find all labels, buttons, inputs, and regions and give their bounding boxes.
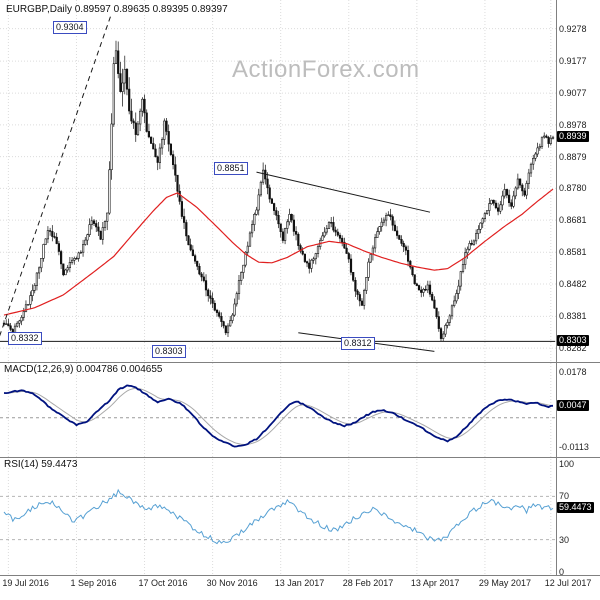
date-axis-label: 13 Apr 2017 — [410, 578, 460, 588]
price-axis-label: 0.9278 — [559, 23, 587, 34]
rsi-line — [3, 488, 554, 545]
price-axis-label: 0.8978 — [559, 119, 587, 130]
price-level-annotation: 0.8303 — [152, 345, 186, 358]
macd-signal-line — [3, 387, 554, 446]
price-level-annotation: 0.9304 — [53, 21, 87, 34]
price-axis-label: 0.8482 — [559, 279, 587, 289]
trend-line — [0, 13, 113, 337]
macd-axis-label: -0.0113 — [559, 441, 589, 452]
price-axis-label: 0.8581 — [559, 247, 587, 258]
price-level-annotation: 0.8312 — [341, 337, 375, 350]
rsi-axis-label: 70 — [559, 491, 570, 502]
date-axis-label: 13 Jan 2017 — [274, 578, 325, 588]
price-level-annotation: 0.8851 — [214, 162, 248, 175]
candlesticks — [2, 40, 555, 342]
date-axis-label: 30 Nov 2016 — [206, 578, 258, 588]
moving-average-line — [3, 188, 554, 316]
date-axis-label: 12 Jul 2017 — [544, 578, 592, 588]
rsi-current-label: 59.4473 — [557, 501, 594, 513]
price-level-annotation: 0.8332 — [8, 332, 42, 345]
support-price-label: 0.8303 — [557, 335, 589, 347]
trend-line — [256, 171, 431, 213]
macd-current-label: 0.0047 — [557, 399, 589, 411]
rsi-axis-label: 30 — [559, 534, 570, 545]
price-axis-label: 0.8381 — [559, 311, 587, 322]
price-axis-label: 0.9077 — [559, 88, 587, 99]
macd-panel-title: MACD(12,26,9) 0.004786 0.004655 — [4, 364, 163, 375]
price-axis-label: 0.8879 — [559, 151, 587, 162]
macd-line — [3, 384, 554, 448]
price-axis-label: 0.8282 — [559, 343, 587, 354]
rsi-panel-title: RSI(14) 59.4473 — [4, 459, 78, 470]
date-axis-label: 19 Jul 2016 — [2, 578, 49, 588]
price-axis-label: 0.8780 — [559, 183, 587, 194]
macd-axis-label: 0.0178 — [559, 366, 587, 377]
price-axis-label: 0.9177 — [559, 56, 587, 67]
date-axis-label: 17 Oct 2016 — [138, 578, 188, 588]
rsi-axis-label: 0 — [559, 567, 565, 577]
current-price-label: 0.8939 — [557, 131, 589, 143]
date-axis-label: 29 May 2017 — [478, 578, 531, 588]
date-axis-label: 1 Sep 2016 — [70, 578, 117, 588]
date-axis-label: 28 Feb 2017 — [342, 578, 394, 588]
price-axis-label: 0.8681 — [559, 215, 587, 226]
watermark: ActionForex.com — [232, 56, 420, 83]
price-panel-title: EURGBP,Daily 0.89597 0.89635 0.89395 0.8… — [6, 4, 228, 15]
rsi-axis-label: 100 — [559, 459, 575, 469]
